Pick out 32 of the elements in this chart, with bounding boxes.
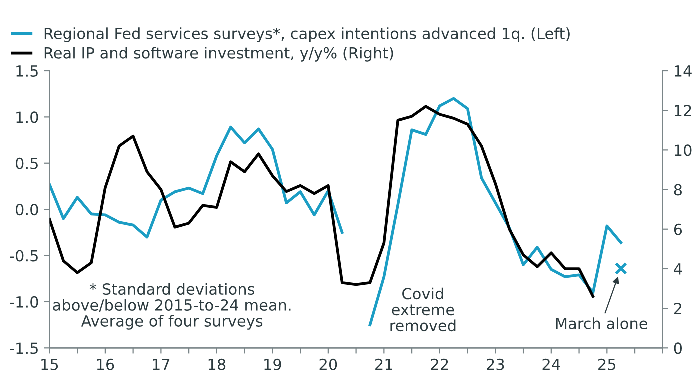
x-tick-label: 15 <box>42 359 58 370</box>
x-tick-label: 24 <box>542 358 560 370</box>
y-tick-label: -1.5 <box>10 342 38 354</box>
y2-tick-label: 6 <box>674 224 682 236</box>
annotation: * Standard deviations above/below 2015-to-24 mean. Average of four surveys <box>53 283 291 330</box>
y2-tick-label: 10 <box>674 144 692 156</box>
x-tick-label: 19 <box>264 358 282 370</box>
annotation: March alone <box>556 318 648 330</box>
y-tick-label: -0.5 <box>10 250 38 262</box>
x-tick-label: 23 <box>487 358 504 370</box>
y2-tick-label: 12 <box>674 105 692 116</box>
y2-tick-label: 14 <box>674 66 692 77</box>
y2-tick-label: 0 <box>674 342 682 354</box>
x-tick-label: 20 <box>320 358 338 370</box>
y-tick-label: 1.5 <box>16 66 38 78</box>
legend-label: Regional Fed services surveys*, capex intentions advanced 1q. (Left) <box>44 28 570 42</box>
y2-tick-label: 4 <box>674 264 682 275</box>
y-tick-label: 1.0 <box>16 112 38 124</box>
x-tick-label: 25 <box>598 358 616 370</box>
x-tick-label: 18 <box>208 358 226 370</box>
line-series <box>50 105 595 298</box>
y2-tick-label: 8 <box>674 184 682 196</box>
x-tick-label: 17 <box>153 359 170 370</box>
x-tick-label: 16 <box>97 358 114 370</box>
x-tick-label: 21 <box>376 358 392 370</box>
y-tick-label: 0.0 <box>16 204 38 216</box>
y2-tick-label: 2 <box>674 303 682 314</box>
legend-label: Real IP and software investment, y/y% (Right) <box>44 47 394 62</box>
annotation: Covid extreme removed <box>390 288 456 332</box>
y-tick-label: -1.0 <box>10 296 38 308</box>
x-tick-label: 22 <box>431 358 448 370</box>
y-tick-label: 0.5 <box>16 158 38 170</box>
